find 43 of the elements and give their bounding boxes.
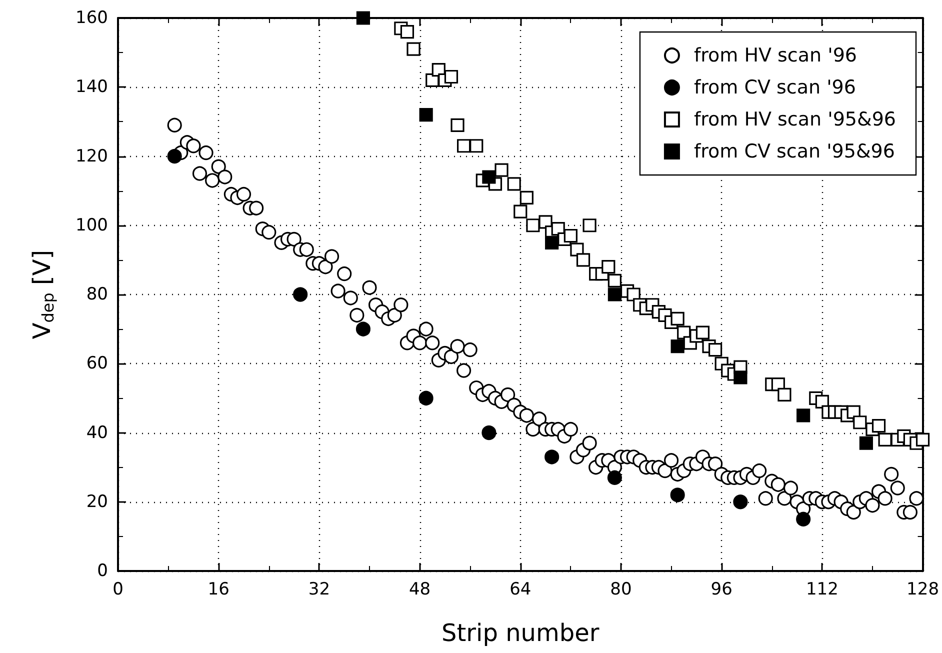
y-tick-label: 140 <box>76 77 108 98</box>
point <box>607 470 622 485</box>
point <box>734 370 748 384</box>
legend-label: from HV scan '95&96 <box>694 108 896 130</box>
x-axis-title: Strip number <box>442 619 600 647</box>
y-tick-label: 100 <box>76 215 108 236</box>
x-tick-label: 80 <box>610 580 632 600</box>
legend-label: from HV scan '96 <box>694 44 858 66</box>
x-tick-label: 64 <box>510 580 532 600</box>
x-tick-label: 48 <box>408 580 431 600</box>
point <box>418 390 434 406</box>
y-tick-label: 80 <box>86 284 108 304</box>
point <box>859 436 873 450</box>
y-tick-label: 60 <box>86 354 108 374</box>
x-tick-label: 112 <box>806 580 838 600</box>
point <box>419 108 433 122</box>
legend-label: from CV scan '95&96 <box>694 140 895 162</box>
y-tick-label: 40 <box>86 422 108 443</box>
point <box>733 494 748 510</box>
point <box>545 236 559 250</box>
x-tick-label: 128 <box>906 580 940 600</box>
y-tick-label: 120 <box>76 146 108 166</box>
point <box>482 425 496 440</box>
point <box>356 11 370 25</box>
legend-label: from CV scan '96 <box>694 76 856 98</box>
x-tick-label: 0 <box>112 580 124 600</box>
point <box>167 148 182 164</box>
point <box>670 340 684 354</box>
point <box>796 512 811 526</box>
y-axis-title: Vdep [V] <box>28 250 58 340</box>
y-tick-label: 20 <box>86 492 108 512</box>
point <box>670 488 685 502</box>
x-tick-label: 96 <box>710 580 732 600</box>
y-tick-label: 0 <box>97 561 108 581</box>
point <box>544 450 560 464</box>
point <box>608 288 622 302</box>
point <box>356 322 371 336</box>
point <box>482 170 496 184</box>
y-tick-label: 160 <box>76 8 108 28</box>
point <box>293 287 308 302</box>
x-tick-label: 32 <box>308 580 330 600</box>
x-tick-label: 16 <box>208 580 230 600</box>
point <box>796 408 810 422</box>
